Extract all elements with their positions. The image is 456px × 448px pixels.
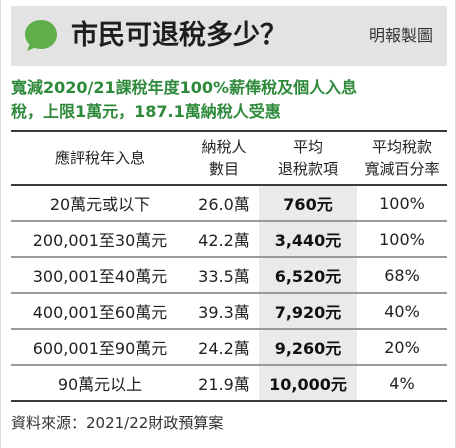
average-refund-cell: 760元 [259,186,357,220]
column-header-average-refund: 平均 退稅款項 [259,132,357,184]
subtitle-line-1: 寬減2020/21課稅年度100%薪俸稅及個人入息 [11,78,358,97]
column-header-reduction-rate: 平均稅款 寬減百分率 [357,132,447,184]
income-cell: 90萬元以上 [57,375,143,394]
column-header-taxpayers: 納稅人 數目 [189,132,259,184]
graphic-credit: 明報製圖 [368,26,433,45]
taxpayers-cell: 42.2萬 [198,231,250,250]
reduction-rate-cell: 20% [384,337,420,357]
subtitle-line-2: 稅，上限1萬元，187.1萬納稅人受惠 [11,102,281,121]
page-title: 市民可退稅多少？ [71,20,287,51]
taxpayers-cell: 26.0萬 [198,195,250,214]
column-header-income-label: 應評稅年入息 [54,149,145,167]
tax-refund-table: 應評稅年入息 納稅人 數目 平均 退稅款項 平均稅款 寬減百分率 20萬元或以下… [11,130,447,402]
income-cell: 400,001至60萬元 [32,303,168,322]
table-row: 90萬元以上 21.9萬 10,000元 4% [11,366,447,402]
source-note: 資料來源：2021/22財政預算案 [11,414,224,432]
header-band: 市民可退稅多少？ 明報製圖 [11,6,447,66]
average-refund-cell: 6,520元 [259,258,357,292]
column-header-reduction-rate-line-1: 平均稅款 [371,138,432,156]
taxpayers-cell: 21.9萬 [198,375,250,394]
speech-bubble-icon [25,20,57,51]
column-header-average-refund-line-1: 平均 [292,138,323,156]
column-header-taxpayers-line-1: 納稅人 [201,138,247,156]
income-cell: 200,001至30萬元 [32,231,168,250]
column-header-reduction-rate-line-2: 寬減百分率 [364,160,440,178]
taxpayers-cell: 39.3萬 [198,303,250,322]
reduction-rate-cell: 40% [384,301,420,321]
table-header: 應評稅年入息 納稅人 數目 平均 退稅款項 平均稅款 寬減百分率 [11,130,447,186]
table-row: 600,001至90萬元 24.2萬 9,260元 20% [11,330,447,366]
column-header-taxpayers-line-2: 數目 [208,160,239,178]
income-cell: 600,001至90萬元 [32,339,168,358]
taxpayers-cell: 24.2萬 [198,339,250,358]
table-row: 20萬元或以下 26.0萬 760元 100% [11,186,447,222]
average-refund-cell: 9,260元 [259,330,357,364]
income-cell: 300,001至40萬元 [32,267,168,286]
column-header-average-refund-line-2: 退稅款項 [277,160,338,178]
income-cell: 20萬元或以下 [49,195,151,214]
table-row: 200,001至30萬元 42.2萬 3,440元 100% [11,222,447,258]
table-row: 400,001至60萬元 39.3萬 7,920元 40% [11,294,447,330]
column-header-income: 應評稅年入息 [11,132,189,184]
subtitle: 寬減2020/21課稅年度100%薪俸稅及個人入息 稅，上限1萬元，187.1萬… [11,76,449,124]
header: 市民可退稅多少？ 明報製圖 [1,0,456,72]
reduction-rate-cell: 4% [389,373,415,393]
table-row: 300,001至40萬元 33.5萬 6,520元 68% [11,258,447,294]
average-refund-cell: 3,440元 [259,222,357,256]
reduction-rate-cell: 68% [384,265,420,285]
reduction-rate-cell: 100% [379,193,425,213]
average-refund-cell: 10,000元 [259,366,357,400]
average-refund-cell: 7,920元 [259,294,357,328]
taxpayers-cell: 33.5萬 [198,267,250,286]
reduction-rate-cell: 100% [379,229,425,249]
